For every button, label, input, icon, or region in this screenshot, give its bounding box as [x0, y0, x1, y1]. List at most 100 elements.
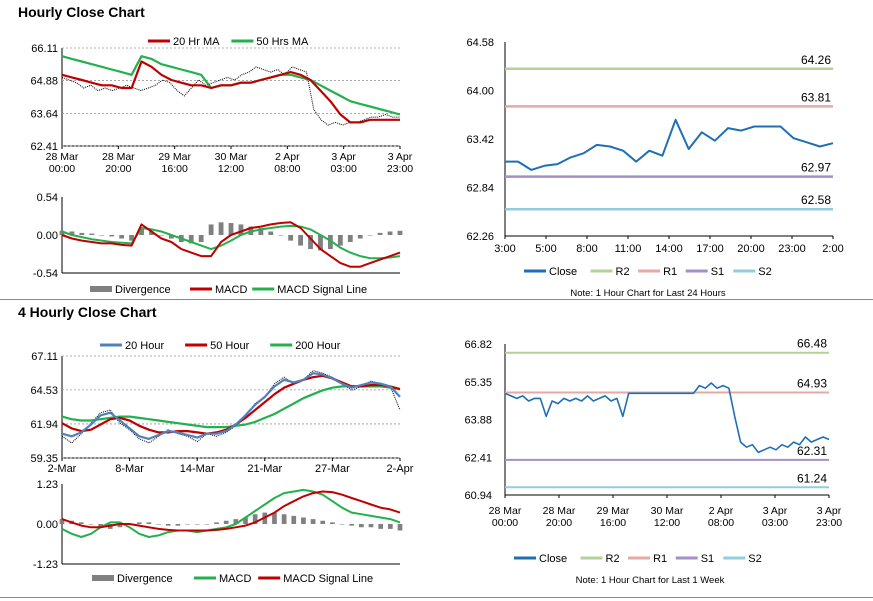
- h-macd-divergence-bar: [238, 224, 244, 235]
- h4-price-legend-label: 20 Hour: [125, 340, 164, 352]
- h4-pivot-legend-label: S1: [701, 553, 714, 565]
- h4-pivot-x-tick-label: 03:00: [762, 517, 788, 529]
- h4-pivot-level-label: 61.24: [797, 471, 827, 485]
- h4-pivot-x-tick-label: 29 Mar: [597, 505, 630, 517]
- h-macd-divergence-bar: [188, 235, 194, 244]
- h4-macd-divergence-bar: [272, 512, 277, 524]
- h-pivot-legend-label: R2: [616, 266, 630, 278]
- h-macd-divergence-bar: [59, 230, 65, 235]
- h4-macd-divergence-bar: [301, 517, 306, 524]
- h4-pivot-x-tick-label: 00:00: [492, 517, 518, 529]
- h-macd-divergence-bar: [119, 235, 125, 239]
- h4-price-x-tick-label: 14-Mar: [180, 463, 215, 475]
- h4-macd-divergence-bar: [378, 524, 384, 529]
- h4-macd-divergence-bar: [204, 524, 210, 525]
- h-pivot-x-tick-label: 2:00: [822, 243, 843, 255]
- h-macd-legend-label: Divergence: [115, 284, 171, 296]
- h4-macd-divergence-bar: [233, 519, 239, 524]
- h4-pivot-x-tick-label: 23:00: [816, 517, 842, 529]
- h-pivot-x-tick-label: 5:00: [535, 243, 556, 255]
- h4-price-close-line: [61, 370, 401, 444]
- h-macd-divergence-bar: [288, 235, 294, 241]
- h-pivot-y-tick-label: 63.42: [466, 134, 494, 146]
- h-price-y-tick-label: 63.64: [30, 108, 58, 120]
- h4-pivot-x-tick-label: 20:00: [546, 517, 572, 529]
- h4-pivot-x-tick-label: 2 Apr: [709, 505, 734, 517]
- h4-macd-divergence-bar: [214, 522, 219, 524]
- h-pivot-level-label: 62.58: [801, 193, 831, 207]
- h4-price-200hr-line: [61, 385, 401, 429]
- h-macd-y-tick-label: 0.00: [37, 230, 58, 242]
- h4-price-50hr-line: [61, 374, 401, 435]
- h-price-x-tick-label: 20:00: [105, 163, 131, 175]
- h-macd-divergence-bar: [337, 235, 343, 246]
- h4-price-y-tick-label: 64.53: [30, 385, 58, 397]
- h-macd-divergence-bar: [357, 235, 363, 239]
- h-price-x-tick-label: 28 Mar: [46, 151, 79, 163]
- h-macd-divergence-bar: [258, 227, 264, 235]
- h4-pivot-legend-label: Close: [539, 553, 567, 565]
- h4-macd-divergence-bar: [387, 524, 393, 529]
- h-macd-divergence-bar: [99, 235, 105, 236]
- h4-pivot-legend-label: R1: [653, 553, 667, 565]
- h4-macd-legend-label: MACD: [219, 573, 251, 585]
- h-price-x-tick-label: 23:00: [387, 163, 413, 175]
- h-pivot-y-tick-label: 62.84: [466, 183, 494, 195]
- h-macd-divergence-bar: [327, 235, 333, 250]
- h-pivot-y-tick-label: 64.00: [466, 86, 494, 98]
- h-price-y-tick-label: 64.88: [30, 76, 58, 88]
- h4-macd-divergence-bar: [98, 524, 103, 528]
- h-pivot-y-tick-label: 62.26: [466, 231, 494, 243]
- h4-price-x-tick-label: 27-Mar: [315, 463, 350, 475]
- h-macd-divergence-bar: [109, 235, 115, 237]
- h-price-x-tick-label: 16:00: [162, 163, 188, 175]
- h-price-x-tick-label: 28 Mar: [102, 151, 135, 163]
- h4-macd-divergence-bar: [252, 514, 258, 524]
- h-macd-divergence-bar: [298, 235, 304, 246]
- h4-macd-divergence-bar: [88, 524, 94, 525]
- h-macd-divergence-bar: [397, 230, 403, 235]
- h4-macd-divergence-bar: [349, 524, 355, 526]
- h4-pivot-x-tick-label: 28 Mar: [543, 505, 576, 517]
- h4-pivot-x-tick-label: 3 Apr: [817, 505, 842, 517]
- h-pivot-legend-label: Close: [549, 266, 577, 278]
- h-macd-divergence-bar: [268, 231, 274, 235]
- h-macd-divergence-bar: [129, 235, 135, 241]
- h4-pivot-note: Note: 1 Hour Chart for Last 1 Week: [576, 575, 725, 586]
- h-pivot-x-tick-label: 17:00: [696, 243, 724, 255]
- h-price-x-tick-label: 03:00: [331, 163, 357, 175]
- h-macd-divergence-bar: [308, 235, 313, 250]
- h4-macd-divergence-bar: [339, 524, 345, 525]
- h-pivot-legend-label: S2: [758, 266, 771, 278]
- h-pivot-x-tick-label: 20:00: [737, 243, 765, 255]
- h-price-legend-label: 20 Hr MA: [173, 36, 220, 48]
- h4-macd-divergence-bar: [136, 522, 142, 524]
- h4-price-legend-label: 200 Hour: [295, 340, 341, 352]
- h-macd-divergence-bar: [158, 235, 164, 236]
- h-macd-divergence-bar: [367, 235, 373, 236]
- h-macd-divergence-bar: [198, 235, 204, 243]
- h4-macd-y-tick-label: -1.23: [33, 559, 58, 571]
- section-separator: [0, 299, 873, 300]
- h-price-y-tick-label: 62.41: [30, 141, 58, 153]
- h-macd-divergence-bar: [208, 224, 214, 235]
- h-macd-y-tick-label: 0.54: [37, 192, 58, 204]
- h4-pivot-y-tick-label: 63.88: [464, 415, 492, 427]
- h-price-close-line: [61, 66, 400, 126]
- h4-macd-signal-line: [61, 490, 401, 532]
- h-pivot-level-label: 62.97: [801, 161, 831, 175]
- h4-pivot-legend-label: S2: [748, 553, 761, 565]
- h-pivot-note: Note: 1 Hour Chart for Last 24 Hours: [570, 288, 725, 299]
- h-macd-divergence-bar: [139, 227, 144, 235]
- h4-macd-divergence-bar: [175, 524, 181, 526]
- h4-pivot-x-tick-label: 08:00: [708, 517, 734, 529]
- h-price-legend-label: 50 Hrs MA: [256, 36, 309, 48]
- h-macd-divergence-bar: [377, 232, 383, 235]
- h-price-y-tick-label: 66.11: [31, 43, 58, 55]
- h-macd-divergence-bar: [387, 231, 393, 235]
- h-price-x-tick-label: 30 Mar: [215, 151, 248, 163]
- h-macd-divergence-bar: [228, 223, 234, 235]
- h-pivot-x-tick-label: 23:00: [778, 243, 806, 255]
- h4-macd-divergence-bar: [310, 519, 316, 524]
- h4-macd-y-tick-label: 1.23: [37, 479, 58, 491]
